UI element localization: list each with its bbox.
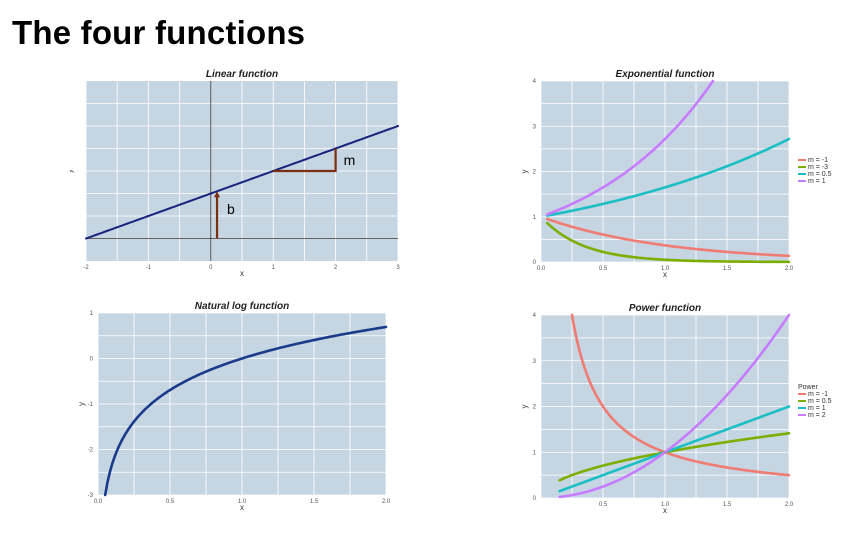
natural-log-xtick-label: 1.5 bbox=[310, 499, 319, 505]
power-xlabel: x bbox=[663, 506, 667, 515]
linear-xtick-label: -2 bbox=[83, 265, 89, 271]
intercept-label-b: b bbox=[227, 201, 235, 217]
power-xtick-label: 0.5 bbox=[599, 502, 608, 508]
exponential-xlabel: x bbox=[663, 270, 667, 279]
power-ytick-label: 0 bbox=[533, 496, 537, 502]
power-ytick-label: 3 bbox=[533, 359, 537, 365]
natural-log-ytick-label: -3 bbox=[88, 493, 94, 499]
exponential-ylabel: y bbox=[520, 170, 529, 174]
exponential-legend: m = -1m = -3m = 0.5m = 1 bbox=[798, 157, 832, 185]
legend-label: m = 1 bbox=[808, 405, 826, 412]
exponential-series-line bbox=[545, 79, 715, 216]
undefined-grid bbox=[85, 81, 399, 261]
natural-log-xlabel: x bbox=[240, 503, 244, 512]
undefined-grid bbox=[97, 312, 387, 496]
exponential-ytick-label: 0 bbox=[533, 260, 537, 266]
linear-xtick-label: 0 bbox=[209, 265, 213, 271]
natural-log-ytick-label: -2 bbox=[88, 448, 94, 454]
natural-log-xtick-label: 0.5 bbox=[166, 499, 175, 505]
natural-log-xtick-label: 2.0 bbox=[382, 499, 390, 505]
linear-xtick-label: 3 bbox=[396, 265, 400, 271]
exponential-title: Exponential function bbox=[616, 69, 715, 80]
exponential-ytick-label: 3 bbox=[533, 124, 537, 130]
legend-label: m = -3 bbox=[808, 164, 828, 171]
power-legend-title: Power bbox=[798, 384, 819, 391]
linear-xtick-label: -1 bbox=[146, 265, 152, 271]
exponential-series-line bbox=[545, 217, 791, 258]
legend-label: m = 2 bbox=[808, 412, 826, 419]
natural-log-ytick-label: -1 bbox=[88, 402, 94, 408]
exponential-xtick-label: 1.0 bbox=[661, 266, 670, 272]
legend-label: m = 1 bbox=[808, 178, 826, 185]
power-xtick-label: 2.0 bbox=[785, 502, 794, 508]
power-ytick-label: 1 bbox=[533, 450, 537, 456]
exponential-ytick-label: 1 bbox=[533, 215, 537, 221]
natural-log-xtick-label: 0.0 bbox=[94, 499, 103, 505]
linear-xtick-label: 1 bbox=[272, 265, 276, 271]
exponential-ytick-label: 2 bbox=[533, 170, 537, 176]
intercept-arrow-head bbox=[214, 191, 221, 198]
exponential-ytick-label: 4 bbox=[533, 79, 537, 85]
linear-function-chart: Linear function m b -2 -1 0 1 2 3 x y bbox=[70, 69, 400, 278]
page-title: The four functions bbox=[12, 14, 306, 51]
undefined-grid bbox=[540, 80, 790, 263]
natural-log-ylabel: y bbox=[77, 402, 86, 406]
power-ylabel: y bbox=[520, 405, 529, 409]
natural-log-xtick-label: 1.0 bbox=[238, 499, 247, 505]
legend-label: m = 0.5 bbox=[808, 398, 832, 405]
power-xtick-label: 1.5 bbox=[723, 502, 732, 508]
exponential-xtick-label: 0.5 bbox=[599, 266, 608, 272]
power-ytick-label: 4 bbox=[533, 313, 537, 319]
exponential-series-line bbox=[545, 221, 791, 264]
slope-triangle bbox=[273, 148, 337, 173]
legend-label: m = -1 bbox=[808, 391, 828, 398]
exponential-series-line bbox=[545, 137, 791, 217]
power-title: Power function bbox=[629, 303, 701, 314]
legend-label: m = 0.5 bbox=[808, 171, 832, 178]
power-series-line bbox=[558, 405, 791, 493]
natural-log-line bbox=[103, 325, 388, 497]
power-series-line bbox=[558, 432, 791, 482]
exponential-xtick-label: 2.0 bbox=[785, 266, 794, 272]
linear-line bbox=[85, 125, 399, 240]
exponential-function-chart: Exponential function 0.0 0.5 1.0 1.5 2.0 0 1 2 3 4… bbox=[520, 69, 832, 279]
slope-label-m: m bbox=[344, 152, 356, 168]
linear-ylabel: y bbox=[70, 169, 74, 173]
power-xtick-label: 1.0 bbox=[661, 502, 670, 508]
linear-xtick-label: 2 bbox=[334, 265, 338, 271]
linear-title: Linear function bbox=[206, 69, 278, 80]
power-series-line bbox=[558, 313, 791, 499]
natural-log-ytick-label: 0 bbox=[90, 357, 94, 363]
legend-label: m = -1 bbox=[808, 157, 828, 164]
power-series-line bbox=[570, 313, 791, 477]
exponential-xtick-label: 1.5 bbox=[723, 266, 732, 272]
natural-log-title: Natural log function bbox=[195, 301, 289, 312]
natural-log-function-chart: Natural log function 0.0 0.5 1.0 1.5 2.0 -3 -2 -… bbox=[77, 301, 390, 512]
linear-xlabel: x bbox=[240, 269, 244, 278]
exponential-xtick-label: 0.0 bbox=[537, 266, 546, 272]
power-ytick-label: 2 bbox=[533, 405, 537, 411]
natural-log-ytick-label: 1 bbox=[90, 311, 94, 317]
